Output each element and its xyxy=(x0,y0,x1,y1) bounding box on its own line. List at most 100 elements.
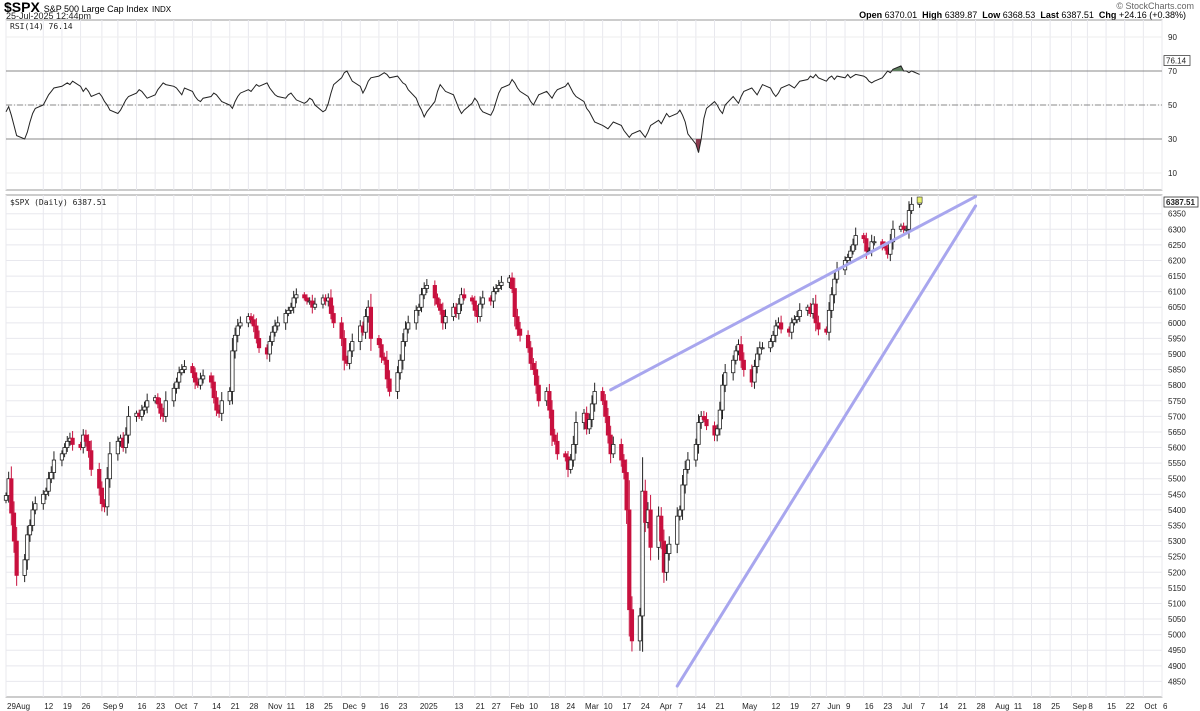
candle xyxy=(376,338,382,346)
price-y-tick-label: 5200 xyxy=(1168,568,1186,577)
chg-value: +24.16 (+0.38%) xyxy=(1118,10,1186,20)
candle xyxy=(629,609,635,642)
candle xyxy=(70,437,75,445)
candle xyxy=(363,316,368,333)
rsi-y-tick-label: 10 xyxy=(1168,169,1177,178)
candle xyxy=(198,378,203,386)
rsi-title: RSI(14) 76.14 xyxy=(10,22,73,31)
candle xyxy=(201,375,206,380)
candle xyxy=(126,415,131,436)
x-tick-label: Sep xyxy=(103,702,118,711)
x-tick-label: Jun xyxy=(827,702,840,711)
candle xyxy=(438,303,443,311)
candle xyxy=(741,359,746,371)
candle xyxy=(637,615,643,642)
candle xyxy=(605,415,611,436)
candle xyxy=(603,400,608,417)
price-y-tick-label: 5150 xyxy=(1168,584,1186,593)
candle xyxy=(304,297,310,302)
candle xyxy=(158,403,163,414)
x-tick-label: 11 xyxy=(287,702,296,711)
rsi-oversold-fill xyxy=(695,139,702,153)
x-tick-label: 15 xyxy=(1107,702,1116,711)
candle xyxy=(443,316,448,324)
candle xyxy=(906,210,912,230)
price-title: $SPX (Daily) 6387.51 xyxy=(10,198,107,207)
x-tick-label: 14 xyxy=(212,702,221,711)
candle xyxy=(227,391,232,402)
price-y-tick-label: 5050 xyxy=(1168,615,1186,624)
candle xyxy=(731,359,736,374)
candle xyxy=(328,297,334,314)
candle xyxy=(419,294,424,308)
candle xyxy=(627,509,632,611)
candle xyxy=(193,372,198,383)
price-y-tick-label: 5800 xyxy=(1168,381,1186,390)
candle xyxy=(155,397,160,405)
candle xyxy=(861,235,866,240)
high-label: High xyxy=(922,10,943,20)
x-tick-label: Feb xyxy=(510,702,524,711)
x-tick-label: 7 xyxy=(193,702,198,711)
candle xyxy=(339,322,344,339)
rsi-current-box xyxy=(1163,55,1191,66)
candle xyxy=(406,322,411,330)
chart-header: $SPX S&P 500 Large Cap Index INDX 25-Jul… xyxy=(0,0,1200,21)
x-tick-label: 26 xyxy=(82,702,91,711)
x-tick-label: 25 xyxy=(324,702,333,711)
candle xyxy=(723,372,728,386)
candle xyxy=(288,306,294,311)
candle xyxy=(675,515,680,545)
x-tick-label: 17 xyxy=(622,702,631,711)
candle xyxy=(123,434,128,448)
candle xyxy=(789,322,794,333)
price-y-tick-label: 6100 xyxy=(1168,288,1186,297)
x-tick-label: 27 xyxy=(492,702,501,711)
index-name: S&P 500 Large Cap Index xyxy=(43,4,149,14)
candle xyxy=(179,369,184,374)
quote-bar: Open 6370.01 High 6389.87 Low 6368.53 La… xyxy=(859,10,1186,20)
price-y-tick-label: 5750 xyxy=(1168,397,1186,406)
candle xyxy=(794,316,800,321)
x-tick-label: 12 xyxy=(44,702,53,711)
candle xyxy=(43,490,49,495)
candle xyxy=(51,459,57,473)
candle xyxy=(27,525,33,536)
candle xyxy=(432,285,437,299)
x-tick-label: Sep xyxy=(1072,702,1087,711)
candle xyxy=(536,384,541,402)
candle xyxy=(190,366,195,374)
candle xyxy=(3,495,9,501)
candle xyxy=(46,478,51,492)
price-y-tick-label: 4900 xyxy=(1168,662,1186,671)
price-y-tick-label: 5400 xyxy=(1168,506,1186,515)
rsi-y-tick-label: 90 xyxy=(1168,33,1177,42)
candle xyxy=(235,325,240,336)
candle xyxy=(9,478,14,514)
candle xyxy=(683,468,688,486)
candle xyxy=(105,478,110,508)
candle xyxy=(272,325,278,333)
candle xyxy=(624,472,629,511)
candle xyxy=(480,297,485,305)
exchange: INDX xyxy=(152,5,172,14)
price-y-tick-label: 5950 xyxy=(1168,334,1186,343)
candle xyxy=(139,409,144,417)
candle xyxy=(659,515,664,542)
candle xyxy=(549,409,555,436)
x-tick-label: 23 xyxy=(156,702,165,711)
candle xyxy=(403,328,408,342)
candle xyxy=(563,453,568,458)
price-y-tick-label: 5550 xyxy=(1168,459,1186,468)
x-tick-label: 10 xyxy=(529,702,538,711)
candle xyxy=(275,322,280,327)
candle xyxy=(230,350,235,392)
x-tick-label: 28 xyxy=(977,702,986,711)
candle xyxy=(163,400,168,417)
x-tick-label: 18 xyxy=(550,702,559,711)
candle xyxy=(760,347,765,350)
candle xyxy=(347,350,352,364)
candle xyxy=(33,503,38,511)
open-value: 6370.01 xyxy=(884,10,918,20)
candle xyxy=(65,440,70,448)
